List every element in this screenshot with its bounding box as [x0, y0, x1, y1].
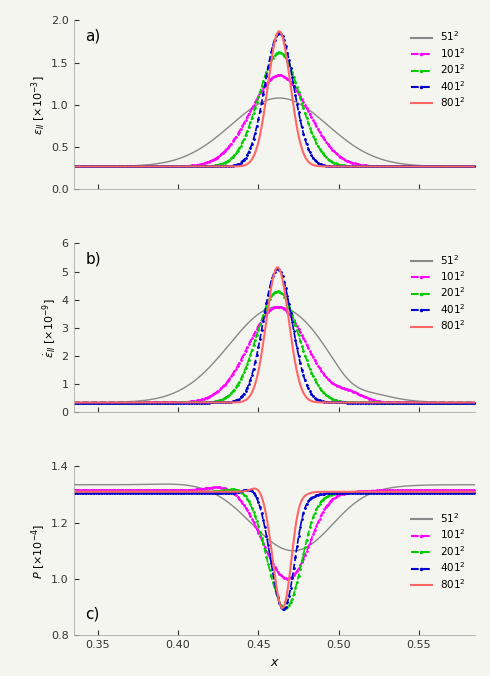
Y-axis label: $\epsilon_{II}$ [$\times10^{-3}$]: $\epsilon_{II}$ [$\times10^{-3}$] [30, 75, 48, 135]
Legend: $51^2$, $101^2$, $201^2$, $401^2$, $801^2$: $51^2$, $101^2$, $201^2$, $401^2$, $801^… [407, 249, 470, 337]
Text: c): c) [86, 606, 100, 621]
Legend: $51^2$, $101^2$, $201^2$, $401^2$, $801^2$: $51^2$, $101^2$, $201^2$, $401^2$, $801^… [407, 507, 470, 595]
Y-axis label: $P$ [$\times10^{-4}$]: $P$ [$\times10^{-4}$] [30, 523, 48, 579]
Y-axis label: $\dot{\epsilon}_{II}$ [$\times10^{-9}$]: $\dot{\epsilon}_{II}$ [$\times10^{-9}$] [40, 298, 59, 358]
Legend: $51^2$, $101^2$, $201^2$, $401^2$, $801^2$: $51^2$, $101^2$, $201^2$, $401^2$, $801^… [407, 26, 470, 114]
Text: b): b) [86, 251, 101, 266]
X-axis label: x: x [270, 656, 278, 669]
Text: a): a) [86, 28, 101, 43]
